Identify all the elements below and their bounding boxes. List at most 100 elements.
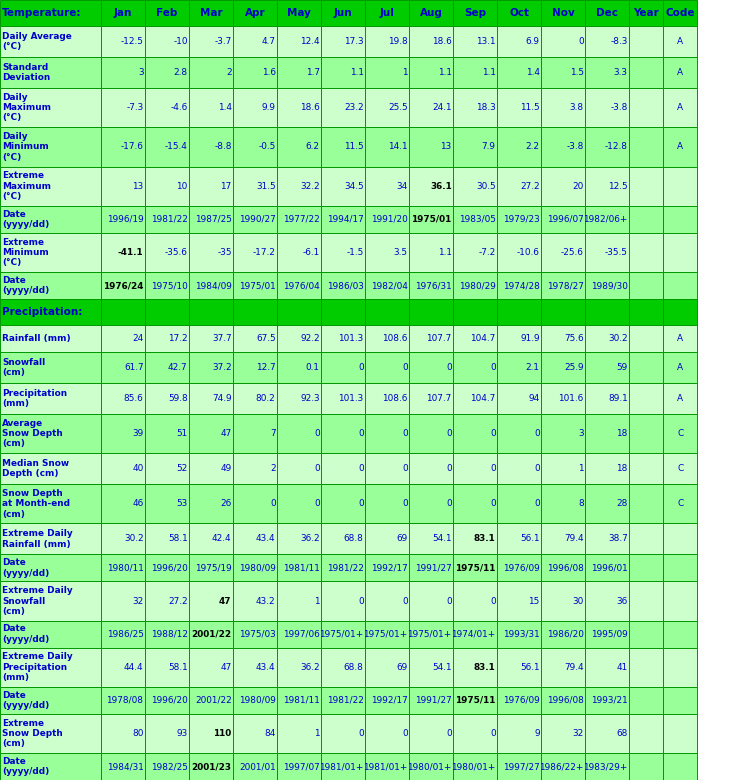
Bar (663, 88, 698, 127)
Bar (585, 88, 629, 127)
Bar (0, 714, 101, 753)
Bar (542, 687, 585, 714)
Bar (321, 324, 365, 352)
Text: 0: 0 (270, 499, 276, 509)
Bar (453, 232, 497, 272)
Text: -17.6: -17.6 (121, 143, 143, 151)
Text: -25.6: -25.6 (561, 248, 584, 257)
Text: 13.1: 13.1 (476, 37, 496, 46)
Bar (365, 484, 410, 523)
Text: 1980/01+: 1980/01+ (407, 762, 452, 771)
Bar (0, 484, 101, 523)
Text: Date
(yyyy/dd): Date (yyyy/dd) (2, 558, 50, 578)
Bar (629, 621, 663, 647)
Bar (0, 383, 101, 414)
Text: 1982/06+: 1982/06+ (584, 215, 628, 224)
Bar (453, 167, 497, 206)
Bar (410, 57, 453, 88)
Bar (145, 555, 189, 581)
Bar (145, 127, 189, 167)
Text: A: A (677, 103, 683, 112)
Bar (321, 352, 365, 383)
Text: 30.5: 30.5 (476, 182, 496, 190)
Bar (453, 523, 497, 555)
Text: 69: 69 (397, 534, 408, 544)
Bar (497, 647, 542, 687)
Bar (233, 352, 278, 383)
Bar (542, 484, 585, 523)
Bar (145, 232, 189, 272)
Bar (585, 167, 629, 206)
Bar (233, 484, 278, 523)
Bar (663, 272, 698, 299)
Text: 3.8: 3.8 (570, 103, 584, 112)
Bar (663, 57, 698, 88)
Bar (542, 26, 585, 57)
Text: 0: 0 (534, 464, 540, 473)
Text: 74.9: 74.9 (212, 394, 232, 402)
Text: 1974/01+: 1974/01+ (452, 629, 496, 639)
Text: 0: 0 (402, 464, 408, 473)
Text: 0: 0 (402, 499, 408, 509)
Bar (497, 88, 542, 127)
Bar (189, 714, 233, 753)
Text: 0: 0 (446, 429, 452, 438)
Bar (542, 272, 585, 299)
Text: 1975/01+: 1975/01+ (320, 629, 364, 639)
Bar (189, 167, 233, 206)
Bar (585, 232, 629, 272)
Bar (410, 206, 453, 232)
Text: 18: 18 (616, 464, 628, 473)
Text: 1996/01: 1996/01 (591, 563, 628, 573)
Text: 10: 10 (176, 182, 188, 190)
Text: 1981/11: 1981/11 (283, 696, 320, 705)
Bar (278, 753, 321, 780)
Text: 11.5: 11.5 (344, 143, 364, 151)
Text: 0: 0 (314, 429, 320, 438)
Text: 1983/05: 1983/05 (459, 215, 496, 224)
Text: -3.7: -3.7 (214, 37, 232, 46)
Bar (145, 714, 189, 753)
Bar (663, 687, 698, 714)
Text: 2.8: 2.8 (173, 68, 188, 77)
Bar (189, 555, 233, 581)
Bar (663, 555, 698, 581)
Text: Dec: Dec (596, 8, 618, 18)
Text: 58.1: 58.1 (168, 534, 188, 544)
Text: 17.3: 17.3 (344, 37, 364, 46)
Text: 20: 20 (572, 182, 584, 190)
Text: A: A (677, 68, 683, 77)
Text: 19.8: 19.8 (388, 37, 408, 46)
Text: 43.2: 43.2 (256, 597, 276, 605)
Bar (365, 232, 410, 272)
Text: 1995/09: 1995/09 (591, 629, 628, 639)
Bar (145, 0, 189, 26)
Bar (0, 555, 101, 581)
Bar (278, 88, 321, 127)
Bar (629, 299, 663, 324)
Text: Average
Snow Depth
(cm): Average Snow Depth (cm) (2, 419, 63, 448)
Text: Date
(yyyy/dd): Date (yyyy/dd) (2, 625, 50, 644)
Bar (585, 753, 629, 780)
Text: 1980/09: 1980/09 (238, 696, 276, 705)
Bar (233, 167, 278, 206)
Text: 13: 13 (132, 182, 143, 190)
Text: 107.7: 107.7 (427, 394, 451, 402)
Text: 1997/06: 1997/06 (283, 629, 320, 639)
Bar (321, 647, 365, 687)
Text: Date
(yyyy/dd): Date (yyyy/dd) (2, 757, 50, 776)
Text: 1978/08: 1978/08 (106, 696, 143, 705)
Text: 1981/22: 1981/22 (327, 696, 364, 705)
Text: Nov: Nov (552, 8, 574, 18)
Bar (453, 555, 497, 581)
Bar (453, 621, 497, 647)
Bar (497, 555, 542, 581)
Bar (410, 0, 453, 26)
Text: 1: 1 (314, 597, 320, 605)
Text: 3: 3 (578, 429, 584, 438)
Text: 25.9: 25.9 (564, 363, 584, 372)
Bar (497, 127, 542, 167)
Bar (542, 555, 585, 581)
Bar (278, 484, 321, 523)
Text: 3.5: 3.5 (394, 248, 408, 257)
